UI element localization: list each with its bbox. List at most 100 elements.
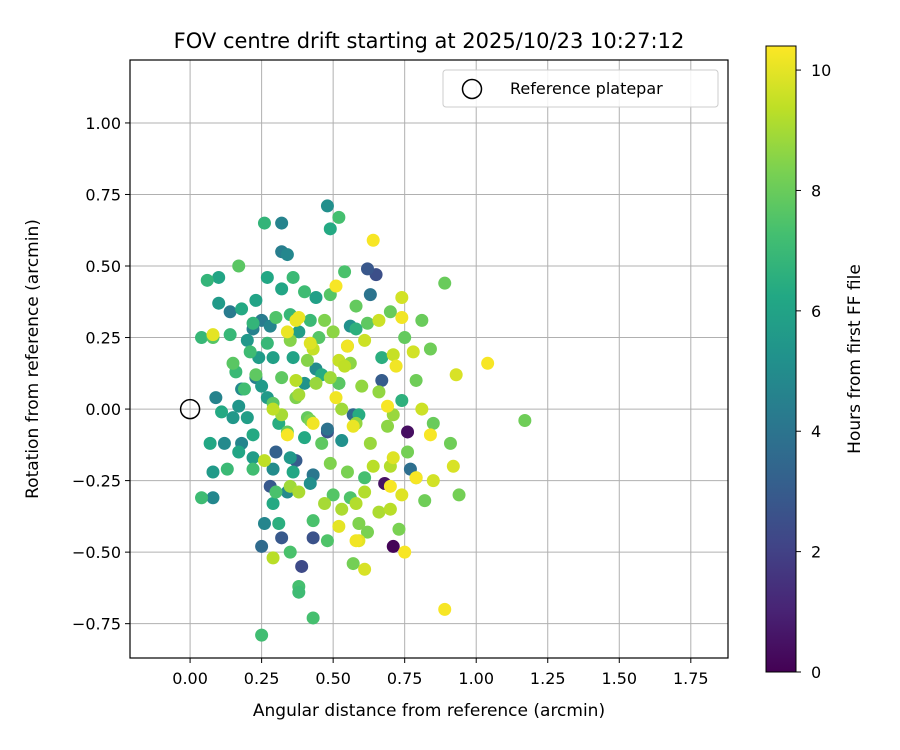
x-tick-label: 1.00 — [458, 669, 494, 688]
data-point — [280, 248, 294, 262]
data-point — [306, 514, 320, 528]
data-point — [349, 534, 363, 548]
data-point — [240, 411, 254, 425]
data-point — [249, 293, 263, 307]
legend-reference-marker — [461, 78, 483, 100]
data-point — [200, 273, 214, 287]
data-point — [286, 270, 300, 284]
data-point — [243, 345, 257, 359]
data-point — [306, 611, 320, 625]
data-point — [381, 419, 395, 433]
data-point — [338, 265, 352, 279]
data-point — [323, 222, 337, 236]
data-point — [269, 311, 283, 325]
y-tick-label: 0.00 — [85, 400, 121, 419]
data-point — [340, 339, 354, 353]
data-point — [260, 336, 274, 350]
data-point — [329, 391, 343, 405]
data-point — [269, 485, 283, 499]
y-tick-label: 0.25 — [85, 329, 121, 348]
data-point — [335, 402, 349, 416]
data-point — [280, 428, 294, 442]
x-tick-label: 0.00 — [172, 669, 208, 688]
data-point — [223, 328, 237, 342]
data-point — [329, 279, 343, 293]
data-point — [309, 376, 323, 390]
data-point — [372, 313, 386, 327]
colorbar-tick-label: 10 — [811, 61, 831, 80]
data-point — [360, 525, 374, 539]
data-point — [358, 333, 372, 347]
colorbar-tick-label: 6 — [811, 302, 821, 321]
data-point — [292, 585, 306, 599]
x-tick-label: 1.25 — [530, 669, 566, 688]
data-point — [363, 288, 377, 302]
data-point — [395, 488, 409, 502]
colorbar-tick-label: 0 — [811, 663, 821, 682]
data-point — [315, 436, 329, 450]
data-point — [206, 491, 220, 505]
data-point — [386, 451, 400, 465]
colorbar-tick-label: 8 — [811, 181, 821, 200]
data-point — [423, 342, 437, 356]
data-point — [323, 371, 337, 385]
data-point — [349, 322, 363, 336]
data-point — [266, 551, 280, 565]
data-point — [401, 445, 415, 459]
data-point — [255, 379, 269, 393]
data-point — [372, 385, 386, 399]
data-point — [383, 502, 397, 516]
x-tick-label: 0.75 — [387, 669, 423, 688]
data-point — [401, 425, 415, 439]
data-point — [366, 233, 380, 247]
data-point — [386, 539, 400, 553]
data-point — [266, 496, 280, 510]
data-point — [212, 270, 226, 284]
data-point — [326, 488, 340, 502]
data-point — [195, 331, 209, 345]
data-point — [292, 485, 306, 499]
data-point — [266, 402, 280, 416]
data-point — [235, 302, 249, 316]
data-point — [292, 325, 306, 339]
data-point — [237, 382, 251, 396]
data-point — [383, 479, 397, 493]
data-point — [372, 505, 386, 519]
data-point — [246, 462, 260, 476]
data-point — [306, 416, 320, 430]
data-point — [355, 379, 369, 393]
colorbar: 0 2 4 6 8 10 Hours from first FF file — [765, 45, 865, 682]
data-point — [203, 436, 217, 450]
data-point — [438, 602, 452, 616]
data-point — [423, 428, 437, 442]
data-point — [286, 465, 300, 479]
data-point — [275, 531, 289, 545]
data-point — [246, 428, 260, 442]
data-point — [289, 313, 303, 327]
data-point — [220, 462, 234, 476]
data-point — [255, 628, 269, 642]
data-point — [232, 399, 246, 413]
data-point — [303, 476, 317, 490]
data-point — [395, 290, 409, 304]
data-point — [320, 534, 334, 548]
data-point — [346, 557, 360, 571]
data-point — [320, 422, 334, 436]
data-point — [366, 459, 380, 473]
data-point — [266, 351, 280, 365]
data-point — [358, 485, 372, 499]
data-point — [409, 471, 423, 485]
data-point — [295, 559, 309, 573]
y-tick-label: 0.50 — [85, 257, 121, 276]
data-point — [206, 328, 220, 342]
data-point — [223, 305, 237, 319]
data-point — [257, 454, 271, 468]
grid — [130, 60, 728, 658]
data-point — [426, 474, 440, 488]
data-point — [360, 262, 374, 276]
data-point — [358, 471, 372, 485]
data-point — [398, 545, 412, 559]
data-point — [318, 313, 332, 327]
data-point — [292, 388, 306, 402]
